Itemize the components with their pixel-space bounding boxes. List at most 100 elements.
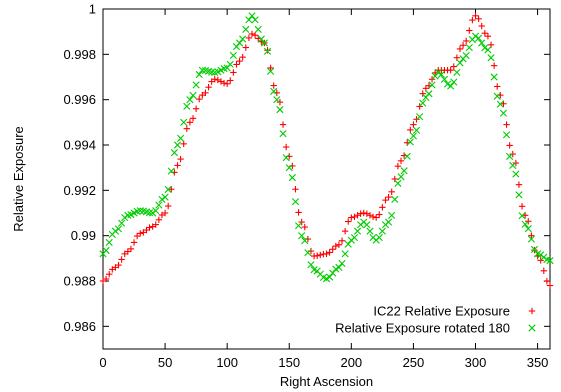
data-point [382,196,389,204]
data-point [354,212,361,219]
data-point [282,154,290,162]
data-point [465,43,473,52]
data-point [155,201,163,209]
y-axis-label: Relative Exposure [11,126,26,232]
data-point [288,174,296,182]
data-point [341,250,349,258]
data-point [220,79,228,87]
data-point [490,73,498,81]
data-point [326,273,334,281]
data-point [114,225,123,233]
data-point [410,121,417,128]
data-point [242,25,250,33]
data-point [453,68,461,77]
data-point [106,271,113,278]
data-point [450,63,457,70]
x-axis: 0 50 100 150 200 250 300 350 [99,9,548,370]
data-point [521,220,529,228]
y-tick-label: 0.99 [71,228,96,243]
data-point [298,218,305,226]
data-point [242,44,249,51]
data-point [509,161,517,169]
data-point [440,75,449,83]
data-point [335,263,343,271]
data-point [282,143,290,151]
data-point [279,130,287,138]
data-point [251,16,259,24]
data-point [248,12,256,20]
y-tick-label: 0.986 [63,319,96,334]
data-point [233,61,240,68]
y-tick-label: 0.992 [63,183,96,198]
data-point [394,179,402,187]
data-point [118,219,126,227]
data-point [350,233,359,242]
data-point [481,44,489,52]
data-point [102,246,110,255]
data-point [121,214,129,222]
data-point [323,250,330,257]
y-tick-label: 0.994 [63,138,96,153]
data-point [353,227,362,235]
data-point [229,51,237,60]
data-point [419,99,427,107]
data-point [391,175,398,183]
data-point [345,218,352,225]
data-point [208,68,216,76]
data-point [236,57,243,65]
data-point [317,251,324,259]
data-point [499,109,508,117]
data-point [105,238,113,247]
data-point [227,77,234,84]
legend: IC22 Relative Exposure Relative Exposure … [335,304,536,336]
data-point [170,149,178,157]
data-point [217,78,225,85]
data-point [264,47,271,54]
data-point [158,195,166,204]
data-point [496,100,504,108]
legend-marker [528,307,536,315]
data-point [471,32,480,40]
data-point [192,81,200,89]
data-point [329,246,336,253]
data-point [292,186,299,193]
data-point [267,67,275,75]
data-point [111,227,120,235]
data-point [503,121,510,128]
data-point [397,173,405,181]
data-point [267,64,274,72]
data-point [378,227,386,235]
y-tick-label: 0.988 [63,274,96,289]
data-point [338,259,346,268]
data-point [394,162,402,170]
data-point [127,245,135,253]
data-point [257,35,265,43]
x-axis-label: Right Ascension [280,374,373,389]
data-point [388,188,395,196]
data-point [230,69,237,76]
data-point [518,212,526,220]
y-tick-label: 1 [89,2,96,17]
data-point [506,142,513,149]
data-point [164,202,172,210]
data-point [180,140,187,148]
data-point [363,210,371,217]
data-point [226,60,234,68]
data-point [366,227,374,235]
data-point [493,92,501,100]
data-point [478,22,485,30]
data-point [304,249,312,257]
data-point [425,90,433,98]
data-point [546,257,554,265]
data-point [428,81,436,89]
data-point [245,34,253,42]
data-point [254,25,262,33]
data-point [384,218,393,226]
data-point [341,227,349,235]
data-point [294,222,303,230]
data-point [167,167,175,175]
data-point [245,16,253,24]
data-point [456,59,464,67]
data-point [466,27,473,34]
data-point [475,15,482,22]
